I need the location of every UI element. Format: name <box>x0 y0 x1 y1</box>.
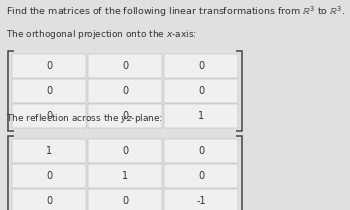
FancyBboxPatch shape <box>88 104 162 128</box>
Text: 0: 0 <box>198 146 204 156</box>
Text: 0: 0 <box>122 146 128 156</box>
Text: 0: 0 <box>122 61 128 71</box>
Text: -1: -1 <box>196 196 206 206</box>
FancyBboxPatch shape <box>164 164 238 188</box>
FancyBboxPatch shape <box>164 189 238 210</box>
Text: 1: 1 <box>122 171 128 181</box>
Text: 0: 0 <box>46 196 52 206</box>
FancyBboxPatch shape <box>12 164 86 188</box>
Text: 1: 1 <box>198 111 204 121</box>
FancyBboxPatch shape <box>88 54 162 78</box>
FancyBboxPatch shape <box>88 79 162 103</box>
Text: 0: 0 <box>198 86 204 96</box>
FancyBboxPatch shape <box>164 54 238 78</box>
Text: 0: 0 <box>198 171 204 181</box>
FancyBboxPatch shape <box>12 54 86 78</box>
Text: 0: 0 <box>46 61 52 71</box>
Text: 0: 0 <box>46 86 52 96</box>
FancyBboxPatch shape <box>88 139 162 163</box>
FancyBboxPatch shape <box>12 79 86 103</box>
FancyBboxPatch shape <box>164 79 238 103</box>
Text: 1: 1 <box>46 146 52 156</box>
FancyBboxPatch shape <box>12 139 86 163</box>
Text: 0: 0 <box>122 196 128 206</box>
Text: Find the matrices of the following linear transformations from $\mathbb{R}^3$ to: Find the matrices of the following linea… <box>6 4 345 19</box>
FancyBboxPatch shape <box>12 104 86 128</box>
FancyBboxPatch shape <box>88 189 162 210</box>
Text: 0: 0 <box>122 111 128 121</box>
Text: 0: 0 <box>46 111 52 121</box>
FancyBboxPatch shape <box>12 189 86 210</box>
Text: 0: 0 <box>198 61 204 71</box>
FancyBboxPatch shape <box>164 139 238 163</box>
Text: The orthogonal projection onto the $x$-axis:: The orthogonal projection onto the $x$-a… <box>6 28 197 41</box>
FancyBboxPatch shape <box>164 104 238 128</box>
FancyBboxPatch shape <box>88 164 162 188</box>
Text: 0: 0 <box>122 86 128 96</box>
Text: The reflection across the $yz$-plane:: The reflection across the $yz$-plane: <box>6 112 163 125</box>
Text: 0: 0 <box>46 171 52 181</box>
